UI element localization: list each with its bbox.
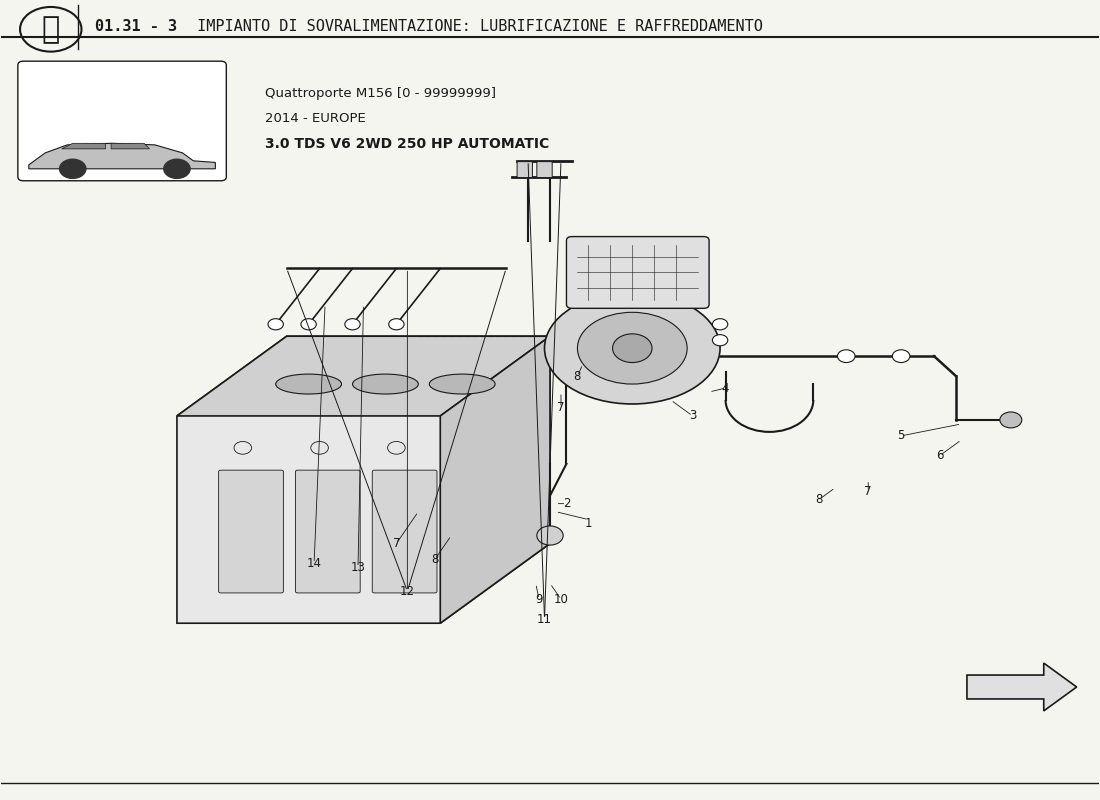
Text: 13: 13: [351, 561, 365, 574]
FancyArrow shape: [967, 663, 1077, 711]
FancyBboxPatch shape: [372, 470, 437, 593]
FancyBboxPatch shape: [296, 470, 360, 593]
Text: 14: 14: [307, 557, 321, 570]
Text: 8: 8: [574, 370, 581, 382]
Circle shape: [1000, 412, 1022, 428]
Text: 01.31 - 3: 01.31 - 3: [95, 19, 177, 34]
Circle shape: [613, 334, 652, 362]
Text: 4: 4: [722, 382, 729, 394]
Circle shape: [388, 318, 404, 330]
Text: 1: 1: [585, 517, 592, 530]
Text: Quattroporte M156 [0 - 99999999]: Quattroporte M156 [0 - 99999999]: [265, 86, 496, 99]
Circle shape: [268, 318, 284, 330]
Text: 10: 10: [553, 593, 569, 606]
Text: 11: 11: [537, 613, 552, 626]
Polygon shape: [62, 143, 106, 149]
Ellipse shape: [578, 312, 688, 384]
Text: 5: 5: [898, 430, 905, 442]
Text: 3.0 TDS V6 2WD 250 HP AUTOMATIC: 3.0 TDS V6 2WD 250 HP AUTOMATIC: [265, 137, 549, 151]
Text: ⛜: ⛜: [42, 14, 59, 44]
Circle shape: [837, 350, 855, 362]
FancyBboxPatch shape: [219, 470, 284, 593]
FancyBboxPatch shape: [517, 162, 532, 178]
Polygon shape: [29, 143, 216, 169]
Text: 2: 2: [563, 497, 570, 510]
Text: 2014 - EUROPE: 2014 - EUROPE: [265, 112, 365, 125]
Text: 6: 6: [936, 450, 944, 462]
Text: 7: 7: [393, 537, 400, 550]
Ellipse shape: [544, 292, 720, 404]
Polygon shape: [440, 336, 550, 623]
Text: 8: 8: [431, 553, 439, 566]
FancyBboxPatch shape: [566, 237, 710, 308]
Ellipse shape: [429, 374, 495, 394]
FancyBboxPatch shape: [18, 61, 227, 181]
Text: 7: 7: [558, 402, 564, 414]
Ellipse shape: [352, 374, 418, 394]
Circle shape: [537, 526, 563, 545]
FancyBboxPatch shape: [537, 162, 552, 178]
Circle shape: [713, 334, 728, 346]
Circle shape: [59, 159, 86, 178]
Polygon shape: [177, 336, 550, 416]
Ellipse shape: [276, 374, 341, 394]
Circle shape: [164, 159, 190, 178]
Text: 7: 7: [865, 485, 872, 498]
Text: 9: 9: [536, 593, 542, 606]
Polygon shape: [111, 143, 150, 149]
Text: IMPIANTO DI SOVRALIMENTAZIONE: LUBRIFICAZIONE E RAFFREDDAMENTO: IMPIANTO DI SOVRALIMENTAZIONE: LUBRIFICA…: [188, 19, 762, 34]
Circle shape: [713, 318, 728, 330]
Circle shape: [344, 318, 360, 330]
Polygon shape: [177, 336, 550, 623]
Text: 8: 8: [815, 493, 823, 506]
Circle shape: [892, 350, 910, 362]
Text: 3: 3: [689, 410, 696, 422]
Circle shape: [301, 318, 317, 330]
Text: 12: 12: [400, 585, 415, 598]
